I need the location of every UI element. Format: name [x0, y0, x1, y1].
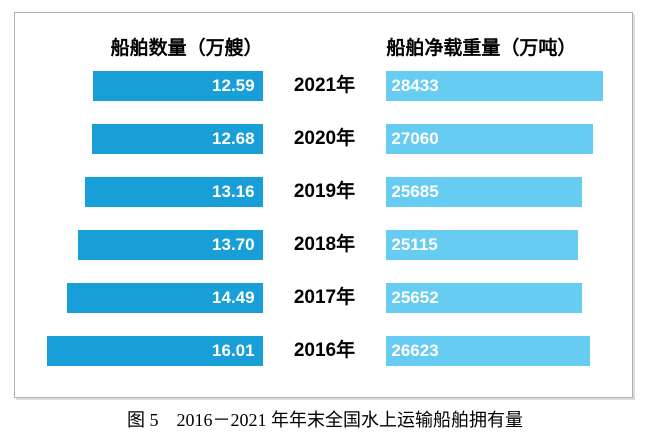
chart-row: 16.01 2016年 26623	[15, 336, 632, 366]
chart-headers: 船舶数量（万艘） 船舶净载重量（万吨）	[15, 38, 632, 60]
year-label: 2016年	[293, 340, 356, 361]
right-bar: 25685	[386, 177, 583, 207]
left-bar-cell: 16.01	[15, 336, 263, 366]
left-bar-cell: 13.70	[15, 230, 263, 260]
left-bar-cell: 14.49	[15, 283, 263, 313]
year-label: 2019年	[293, 181, 356, 202]
year-cell: 2017年	[263, 283, 387, 313]
right-bar: 25652	[386, 283, 583, 313]
year-label: 2021年	[293, 75, 356, 96]
left-bar: 13.70	[77, 230, 263, 260]
left-bar-cell: 12.68	[15, 124, 263, 154]
chart-row: 12.59 2021年 28433	[15, 71, 632, 101]
right-bar: 26623	[386, 336, 590, 366]
right-bar-cell: 26623	[386, 336, 632, 366]
left-bar: 12.59	[92, 71, 263, 101]
chart-row: 14.49 2017年 25652	[15, 283, 632, 313]
right-bar: 27060	[386, 124, 593, 154]
year-cell: 2020年	[263, 124, 387, 154]
right-bar-cell: 25115	[386, 230, 632, 260]
left-bar: 16.01	[46, 336, 263, 366]
year-cell: 2021年	[263, 71, 387, 101]
right-bar: 25115	[386, 230, 579, 260]
chart-row: 13.16 2019年 25685	[15, 177, 632, 207]
left-bar: 14.49	[67, 283, 263, 313]
chart-panel: 船舶数量（万艘） 船舶净载重量（万吨） 12.59 2021年 28433 12.68…	[14, 12, 633, 398]
left-bar-cell: 12.59	[15, 71, 263, 101]
figure-caption: 图 5 2016－2021 年年末全国水上运输船舶拥有量	[127, 410, 523, 430]
right-bar: 28433	[386, 71, 604, 101]
year-cell: 2018年	[263, 230, 387, 260]
right-bar-cell: 27060	[386, 124, 632, 154]
right-bar-cell: 28433	[386, 71, 632, 101]
year-cell: 2016年	[263, 336, 387, 366]
right-bar-cell: 25685	[386, 177, 632, 207]
year-label: 2018年	[293, 234, 356, 255]
chart-rows: 12.59 2021年 28433 12.68 2020年 27060 13.16 2019年…	[15, 71, 632, 366]
right-series-header: 船舶净载重量（万吨）	[386, 38, 577, 59]
year-label: 2020年	[293, 128, 356, 149]
year-cell: 2019年	[263, 177, 387, 207]
left-bar-cell: 13.16	[15, 177, 263, 207]
right-bar-cell: 25652	[386, 283, 632, 313]
year-label: 2017年	[293, 287, 356, 308]
chart-row: 13.70 2018年 25115	[15, 230, 632, 260]
header-gutter	[263, 38, 387, 60]
left-series-header: 船舶数量（万艘）	[110, 38, 263, 59]
left-bar: 12.68	[91, 124, 263, 154]
left-bar: 13.16	[85, 177, 263, 207]
chart-row: 12.68 2020年 27060	[15, 124, 632, 154]
